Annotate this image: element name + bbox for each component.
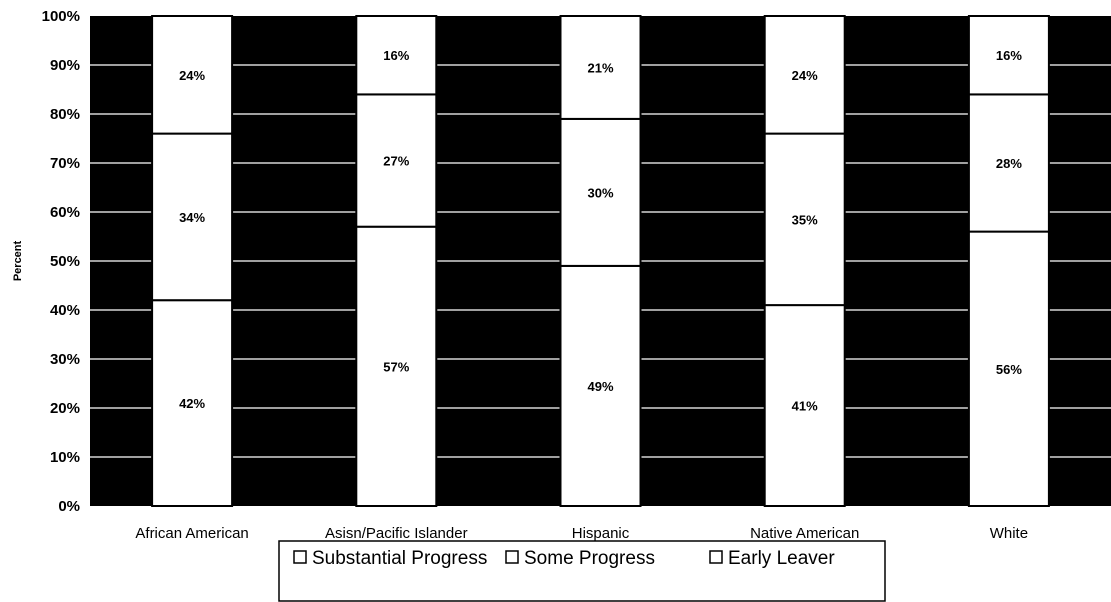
- y-tick-label: 80%: [50, 106, 80, 123]
- legend-box: [278, 540, 886, 602]
- data-label: 24%: [179, 68, 205, 83]
- data-label: 28%: [996, 156, 1022, 171]
- data-label: 41%: [792, 399, 818, 414]
- y-tick-label: 60%: [50, 204, 80, 221]
- bar-segment: [355, 15, 438, 96]
- x-category-label: Asisn/Pacific Islander: [325, 525, 468, 542]
- bar-segment: [151, 299, 234, 508]
- legend-swatch: [293, 550, 307, 564]
- bar-segment: [967, 230, 1050, 507]
- data-label: 24%: [792, 68, 818, 83]
- bar-segment: [967, 15, 1050, 96]
- legend-entry: Substantial Progress: [312, 548, 487, 569]
- y-tick-label: 20%: [50, 400, 80, 417]
- bar-segment: [151, 15, 234, 135]
- data-label: 27%: [383, 154, 409, 169]
- y-tick-label: 100%: [42, 8, 80, 25]
- data-labels: 42% 34% 24% 57% 27% 16% 49% 30% 21% 41% 35% 24% 56% 2…: [179, 48, 1022, 413]
- legend-entry: Some Progress: [524, 548, 655, 569]
- data-label: 34%: [179, 210, 205, 225]
- x-axis-categories: African American Asisn/Pacific Islander Hi…: [135, 525, 1028, 542]
- bar-segment: [967, 93, 1050, 233]
- legend-swatch: [709, 550, 723, 564]
- y-tick-label: 90%: [50, 57, 80, 74]
- y-tick-label: 50%: [50, 253, 80, 270]
- data-label: 56%: [996, 362, 1022, 377]
- y-tick-label: 0%: [58, 498, 80, 515]
- x-category-label: Native American: [750, 525, 859, 542]
- legend-entry: Early Leaver: [728, 548, 835, 569]
- x-category-label: African American: [135, 525, 248, 542]
- data-label: 49%: [587, 379, 613, 394]
- bar-segment: [355, 93, 438, 228]
- y-tick-label: 30%: [50, 351, 80, 368]
- data-label: 16%: [996, 48, 1022, 63]
- legend-swatch: [505, 550, 519, 564]
- data-label: 16%: [383, 48, 409, 63]
- x-category-label: White: [990, 525, 1028, 542]
- y-tick-label: 10%: [50, 449, 80, 466]
- y-axis-ticks: 0% 10% 20% 30% 40% 50% 60% 70% 80% 90% 100%: [42, 8, 80, 515]
- bar-segment: [559, 117, 642, 267]
- y-tick-label: 70%: [50, 155, 80, 172]
- data-label: 35%: [792, 212, 818, 227]
- bar-segment: [559, 15, 642, 120]
- bar-segment: [763, 15, 846, 135]
- data-label: 21%: [587, 60, 613, 75]
- bar-segment: [763, 132, 846, 307]
- bar-segment: [559, 264, 642, 507]
- bar-segment: [763, 304, 846, 507]
- legend: Substantial Progress Some Progress Early L…: [293, 548, 835, 569]
- x-category-label: Hispanic: [572, 525, 630, 542]
- data-label: 30%: [587, 185, 613, 200]
- data-label: 57%: [383, 359, 409, 374]
- y-axis-label: Percent: [12, 240, 24, 281]
- bar-series: [151, 15, 1050, 508]
- y-tick-label: 40%: [50, 302, 80, 319]
- data-label: 42%: [179, 396, 205, 411]
